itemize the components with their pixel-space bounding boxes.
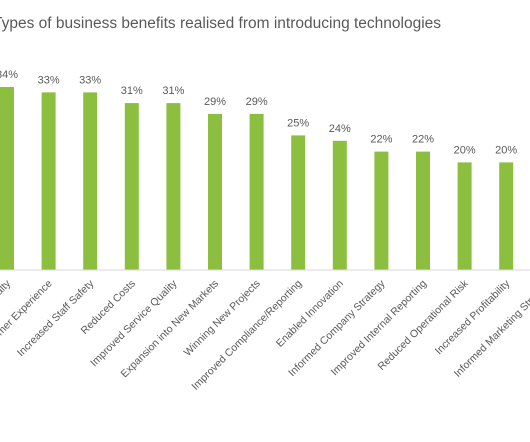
value-label: 31% <box>162 85 184 97</box>
bar <box>249 113 264 271</box>
bar <box>457 162 472 270</box>
bar <box>0 87 14 270</box>
category-label: Increased Staff Safety <box>15 277 97 359</box>
bar <box>499 162 514 270</box>
bar <box>374 151 389 270</box>
category-label: Winning New Projects <box>182 278 263 359</box>
value-label: 29% <box>246 96 268 108</box>
category-labels-group: Improved Customer LoyaltyImproved Custom… <box>0 277 530 392</box>
value-label: 22% <box>412 134 434 146</box>
bar <box>124 103 139 270</box>
bar <box>291 135 306 270</box>
bar <box>332 140 347 270</box>
value-label: 33% <box>79 74 101 86</box>
value-label: 31% <box>121 85 143 97</box>
value-label: 25% <box>287 117 309 129</box>
bar <box>41 92 56 271</box>
chart-title: Types of business benefits realised from… <box>0 15 441 32</box>
value-label: 20% <box>454 144 476 156</box>
bar <box>83 92 98 271</box>
value-label: 34% <box>0 69 18 81</box>
bar <box>208 113 222 271</box>
value-labels-group: 34% 33% 33% 31% 31% 29% 29% 25% 24% 22% 22% 20% 20% <box>0 69 517 156</box>
value-label: 29% <box>204 96 226 108</box>
bar <box>166 103 181 270</box>
bar <box>416 151 430 270</box>
value-label: 20% <box>495 144 517 156</box>
category-label: Increased Profitability <box>433 277 513 357</box>
value-label: 24% <box>329 123 351 135</box>
value-label: 22% <box>370 134 392 146</box>
bars-group <box>0 87 514 271</box>
value-label: 33% <box>38 74 60 86</box>
